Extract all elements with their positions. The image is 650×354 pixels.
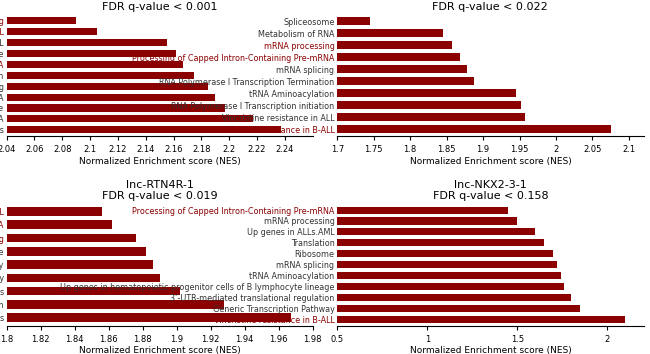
Bar — [337, 283, 564, 290]
Bar — [6, 72, 194, 79]
Bar — [337, 228, 536, 235]
Bar — [6, 61, 183, 68]
Bar — [6, 207, 102, 216]
Bar — [6, 274, 160, 282]
Bar — [6, 93, 215, 101]
Bar — [337, 305, 580, 312]
Bar — [6, 247, 146, 256]
Bar — [337, 272, 561, 279]
Bar — [6, 115, 253, 122]
Bar — [337, 250, 553, 257]
Bar — [6, 82, 209, 90]
X-axis label: Normalized Enrichment score (NES): Normalized Enrichment score (NES) — [79, 157, 240, 166]
Bar — [6, 260, 153, 269]
Bar — [6, 234, 136, 242]
Bar — [337, 315, 625, 323]
Bar — [337, 294, 571, 301]
X-axis label: Normalized Enrichment score (NES): Normalized Enrichment score (NES) — [410, 347, 571, 354]
Bar — [337, 89, 516, 97]
Title: lnc-RTN4R-1
FDR q-value < 0.019: lnc-RTN4R-1 FDR q-value < 0.019 — [102, 180, 218, 201]
Bar — [6, 313, 291, 322]
Bar — [337, 17, 370, 25]
Bar — [337, 113, 525, 121]
Bar — [337, 65, 467, 73]
Bar — [6, 28, 97, 35]
Bar — [337, 217, 517, 224]
Bar — [6, 39, 166, 46]
Bar — [337, 125, 611, 133]
Bar — [337, 206, 508, 213]
X-axis label: Normalized Enrichment score (NES): Normalized Enrichment score (NES) — [410, 157, 571, 166]
Bar — [6, 300, 224, 309]
Bar — [6, 221, 112, 229]
Title: lnc-NKX2-3-1
FDR q-value < 0.158: lnc-NKX2-3-1 FDR q-value < 0.158 — [432, 180, 548, 201]
Bar — [337, 29, 443, 37]
Title: lnc-ASTN1-1
FDR q-value < 0.022: lnc-ASTN1-1 FDR q-value < 0.022 — [432, 0, 548, 12]
Bar — [6, 126, 281, 133]
Bar — [337, 41, 452, 49]
Bar — [6, 287, 180, 296]
Bar — [337, 101, 521, 109]
Bar — [6, 104, 225, 112]
Title: lnc-TIMM21-5
FDR q-value < 0.001: lnc-TIMM21-5 FDR q-value < 0.001 — [102, 0, 217, 12]
Bar — [337, 77, 474, 85]
Bar — [337, 239, 545, 246]
Bar — [6, 50, 176, 57]
X-axis label: Normalized Enrichment score (NES): Normalized Enrichment score (NES) — [79, 347, 240, 354]
Bar — [6, 17, 76, 24]
Bar — [337, 261, 557, 268]
Bar — [337, 53, 460, 61]
